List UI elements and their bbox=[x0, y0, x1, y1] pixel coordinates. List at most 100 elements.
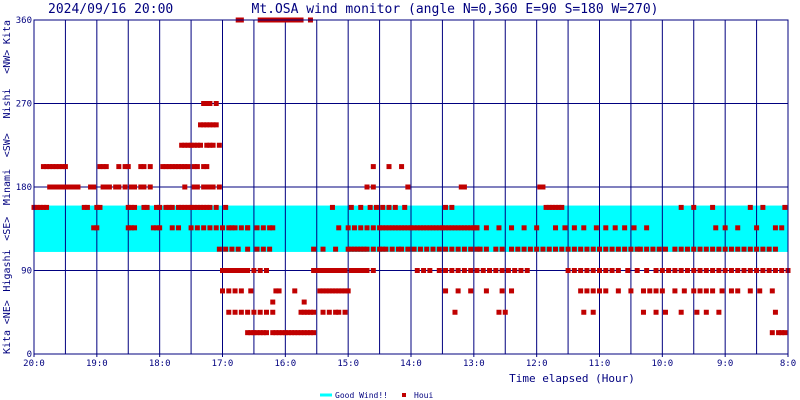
wind-point bbox=[644, 246, 650, 252]
wind-point bbox=[210, 122, 216, 128]
wind-point bbox=[458, 184, 464, 190]
wind-point bbox=[395, 225, 401, 231]
wind-point bbox=[122, 164, 128, 170]
wind-point bbox=[414, 268, 420, 273]
wind-point bbox=[728, 268, 734, 273]
wind-point bbox=[779, 225, 785, 231]
wind-point bbox=[311, 268, 317, 273]
wind-point bbox=[125, 225, 131, 231]
wind-point bbox=[329, 288, 335, 294]
y-tick-label: 0 bbox=[27, 350, 32, 360]
wind-point bbox=[176, 225, 182, 231]
wind-point bbox=[317, 268, 323, 273]
wind-point bbox=[537, 184, 543, 190]
wind-point bbox=[747, 268, 753, 273]
wind-point bbox=[509, 246, 515, 252]
wind-point bbox=[461, 225, 467, 231]
wind-point bbox=[443, 288, 449, 294]
wind-point bbox=[207, 101, 213, 106]
wind-point bbox=[358, 225, 364, 231]
wind-point bbox=[103, 184, 109, 190]
wind-point bbox=[553, 225, 559, 231]
wind-point bbox=[534, 225, 540, 231]
wind-point bbox=[760, 268, 766, 273]
wind-point bbox=[232, 268, 238, 273]
wind-point bbox=[386, 164, 392, 170]
wind-point bbox=[245, 246, 251, 252]
wind-point bbox=[301, 309, 307, 315]
wind-point bbox=[436, 268, 442, 273]
wind-point bbox=[179, 164, 185, 170]
wind-point bbox=[703, 309, 709, 315]
wind-point bbox=[593, 225, 599, 231]
wind-point bbox=[56, 184, 62, 190]
wind-point bbox=[333, 268, 339, 273]
x-tick-label: 19:0 bbox=[86, 359, 108, 369]
y-side-label: <NW> bbox=[2, 50, 13, 74]
wind-point bbox=[370, 184, 376, 190]
wind-point bbox=[584, 246, 590, 252]
y-tick-label: 270 bbox=[16, 100, 32, 110]
wind-point bbox=[597, 246, 602, 252]
wind-point bbox=[597, 288, 602, 294]
wind-point bbox=[147, 164, 153, 170]
wind-point bbox=[116, 164, 122, 170]
wind-point bbox=[132, 225, 138, 231]
wind-point bbox=[342, 288, 348, 294]
wind-point bbox=[254, 225, 260, 231]
wind-point bbox=[229, 268, 235, 273]
wind-point bbox=[380, 246, 386, 252]
wind-point bbox=[678, 268, 684, 273]
wind-point bbox=[207, 122, 213, 128]
wind-point bbox=[615, 288, 621, 294]
wind-point bbox=[449, 268, 455, 273]
y-side-label: <SW> bbox=[2, 133, 13, 157]
wind-point bbox=[713, 225, 719, 231]
wind-point bbox=[191, 204, 197, 210]
wind-point bbox=[540, 184, 546, 190]
wind-point bbox=[628, 246, 634, 252]
wind-point bbox=[747, 246, 753, 252]
wind-point bbox=[678, 246, 684, 252]
wind-point bbox=[681, 288, 687, 294]
wind-point bbox=[377, 225, 383, 231]
wind-point bbox=[662, 309, 668, 315]
wind-point bbox=[769, 288, 775, 294]
wind-point bbox=[154, 204, 160, 210]
wind-point bbox=[499, 288, 505, 294]
wind-point bbox=[691, 268, 697, 273]
wind-point bbox=[270, 299, 276, 305]
axis-layer: 20:0 19:0 18:0 17:0 16:0 15:0 14:0 13:0 12:0 11:0… bbox=[2, 16, 796, 369]
wind-point bbox=[188, 225, 194, 231]
wind-point bbox=[260, 225, 266, 231]
wind-point bbox=[40, 204, 46, 210]
wind-point bbox=[590, 268, 596, 273]
x-tick-label: 15:0 bbox=[337, 359, 359, 369]
wind-point bbox=[320, 309, 326, 315]
wind-point bbox=[672, 268, 678, 273]
wind-point bbox=[251, 268, 257, 273]
wind-point bbox=[650, 246, 656, 252]
wind-point bbox=[166, 204, 172, 210]
wind-point bbox=[182, 164, 188, 170]
wind-point bbox=[546, 204, 552, 210]
wind-point bbox=[345, 246, 351, 252]
wind-point bbox=[477, 246, 483, 252]
wind-point bbox=[628, 288, 634, 294]
wind-point bbox=[424, 225, 430, 231]
wind-point bbox=[443, 204, 449, 210]
wind-point bbox=[722, 268, 728, 273]
wind-point bbox=[747, 204, 753, 210]
wind-point bbox=[471, 225, 477, 231]
wind-point bbox=[452, 309, 458, 315]
wind-point bbox=[380, 225, 386, 231]
x-tick-label: 20:0 bbox=[23, 359, 45, 369]
wind-point bbox=[383, 225, 389, 231]
wind-point bbox=[329, 204, 335, 210]
wind-point bbox=[703, 246, 709, 252]
wind-point bbox=[691, 204, 697, 210]
wind-point bbox=[263, 330, 269, 336]
wind-point bbox=[245, 309, 251, 315]
y-side-label: Minami bbox=[2, 169, 13, 205]
